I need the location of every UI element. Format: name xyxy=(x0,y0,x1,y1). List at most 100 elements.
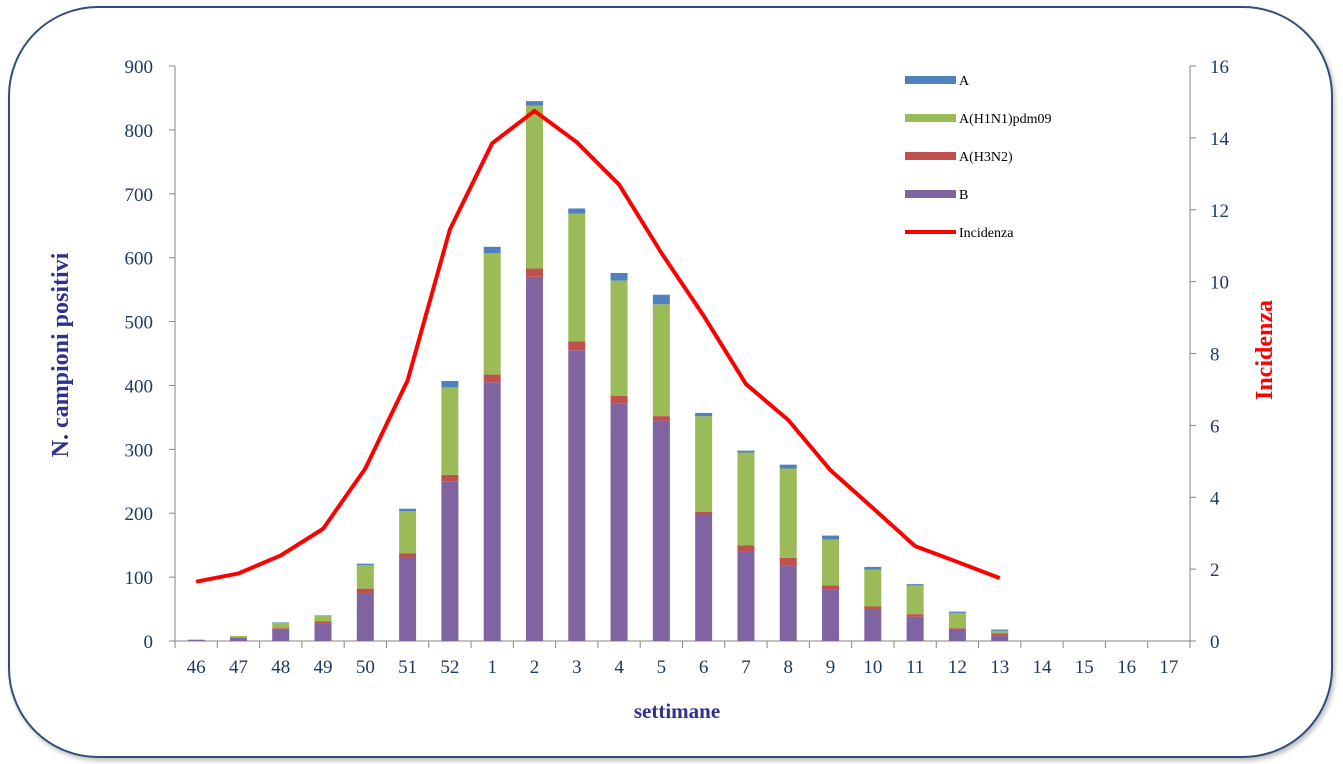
bar-b xyxy=(737,551,755,641)
bar-a xyxy=(737,450,755,453)
bar-b xyxy=(399,557,417,641)
bar-a xyxy=(991,629,1009,631)
bar-a-h1n1-pdm09 xyxy=(525,105,543,269)
x-tick-label: 11 xyxy=(906,657,924,678)
x-tick-label: 2 xyxy=(530,657,540,678)
bar-a-h1n1-pdm09 xyxy=(652,304,670,417)
bar-b xyxy=(187,639,205,641)
bar-a-h1n1-pdm09 xyxy=(568,213,586,342)
x-tick-label: 12 xyxy=(948,657,967,678)
x-tick-label: 48 xyxy=(271,657,290,678)
bar-a-h1n1-pdm09 xyxy=(610,280,628,396)
bar-a xyxy=(779,464,797,469)
bar-a-h3n2 xyxy=(441,474,459,482)
x-tick-label: 9 xyxy=(826,657,836,678)
legend-swatch-a xyxy=(905,76,956,84)
y-tick-label: 0 xyxy=(144,632,154,653)
x-tick-label: 8 xyxy=(783,657,793,678)
bar-a xyxy=(525,101,543,106)
bar-b xyxy=(441,481,459,641)
bar-a-h3n2 xyxy=(568,341,586,351)
bar-b xyxy=(906,616,924,641)
bar-a xyxy=(948,611,966,613)
bar-a-h3n2 xyxy=(695,511,713,515)
legend-swatch-b xyxy=(905,190,956,198)
bar-a xyxy=(399,508,417,512)
bar-a-h1n1-pdm09 xyxy=(737,452,755,546)
y-tick-label: 200 xyxy=(125,504,154,525)
bar-b xyxy=(610,403,628,641)
x-tick-label: 52 xyxy=(440,657,459,678)
x-tick-label: 4 xyxy=(614,657,624,678)
bar-b xyxy=(991,635,1009,641)
bar-b xyxy=(822,589,840,641)
bar-a-h3n2 xyxy=(272,628,290,630)
bar-b xyxy=(779,565,797,641)
bar-a-h3n2 xyxy=(948,628,966,630)
bar-a xyxy=(272,622,290,624)
y2-tick-label: 16 xyxy=(1210,57,1229,78)
bar-a-h3n2 xyxy=(779,557,797,566)
bar-a-h3n2 xyxy=(906,614,924,617)
bar-a xyxy=(822,535,840,540)
bar-a-h1n1-pdm09 xyxy=(399,511,417,554)
y-tick-label: 700 xyxy=(125,185,154,206)
bar-b xyxy=(356,593,374,641)
bar-a-h3n2 xyxy=(483,374,501,383)
legend: A A(H1N1)pdm09 A(H3N2) B Incidenza xyxy=(905,74,1052,241)
bar-b xyxy=(229,637,247,641)
bar-a xyxy=(356,563,374,565)
x-tick-label: 16 xyxy=(1117,657,1136,678)
y-tick-label: 500 xyxy=(125,313,154,334)
bar-b xyxy=(314,623,332,641)
bar-a-h3n2 xyxy=(737,545,755,552)
x-tick-label: 10 xyxy=(863,657,882,678)
bar-a xyxy=(864,566,882,570)
bar-a-h1n1-pdm09 xyxy=(779,468,797,558)
bar-a xyxy=(568,208,586,214)
legend-label-a-h1n1-pdm09: A(H1N1)pdm09 xyxy=(959,112,1052,127)
bar-a-h1n1-pdm09 xyxy=(441,387,459,475)
bar-b xyxy=(272,629,290,641)
x-tick-label: 51 xyxy=(398,657,417,678)
y-axis-title: N. campioni positivi xyxy=(48,252,74,457)
bar-a-h1n1-pdm09 xyxy=(948,612,966,629)
bar-a xyxy=(906,584,924,586)
bar-a-h1n1-pdm09 xyxy=(314,616,332,622)
bar-a-h3n2 xyxy=(864,606,882,610)
bar-b xyxy=(652,420,670,641)
bar-a-h3n2 xyxy=(822,585,840,590)
bar-a xyxy=(441,380,459,388)
y-tick-label: 600 xyxy=(125,249,154,270)
legend-label-a-h3n2: A(H3N2) xyxy=(959,150,1013,165)
bar-b xyxy=(948,629,966,641)
bar-b xyxy=(525,276,543,641)
x-tick-label: 13 xyxy=(990,657,1009,678)
x-axis-title: settimane xyxy=(634,699,720,723)
x-tick-label: 46 xyxy=(187,657,206,678)
y2-tick-label: 0 xyxy=(1210,632,1220,653)
y2-tick-label: 12 xyxy=(1210,201,1229,222)
y-tick-label: 300 xyxy=(125,440,154,461)
y-tick-label: 100 xyxy=(125,568,154,589)
bar-a xyxy=(483,246,501,254)
plot-area: 0100200300400500600700800900024681012141… xyxy=(125,57,1230,678)
x-tick-label: 47 xyxy=(229,657,248,678)
x-tick-label: 49 xyxy=(314,657,333,678)
bar-b xyxy=(483,382,501,641)
y2-tick-label: 10 xyxy=(1210,273,1229,294)
x-tick-label: 15 xyxy=(1075,657,1094,678)
y-tick-label: 900 xyxy=(125,57,154,78)
bar-a-h3n2 xyxy=(525,268,543,277)
bar-a xyxy=(314,615,332,617)
bar-a xyxy=(695,412,713,417)
bar-a-h3n2 xyxy=(991,633,1009,636)
bar-a xyxy=(652,294,670,305)
legend-label-b: B xyxy=(959,188,968,203)
bar-a-h1n1-pdm09 xyxy=(822,539,840,586)
x-tick-label: 5 xyxy=(657,657,667,678)
bar-a-h1n1-pdm09 xyxy=(356,564,374,589)
x-tick-label: 50 xyxy=(356,657,375,678)
incidenza-line xyxy=(195,108,1001,584)
